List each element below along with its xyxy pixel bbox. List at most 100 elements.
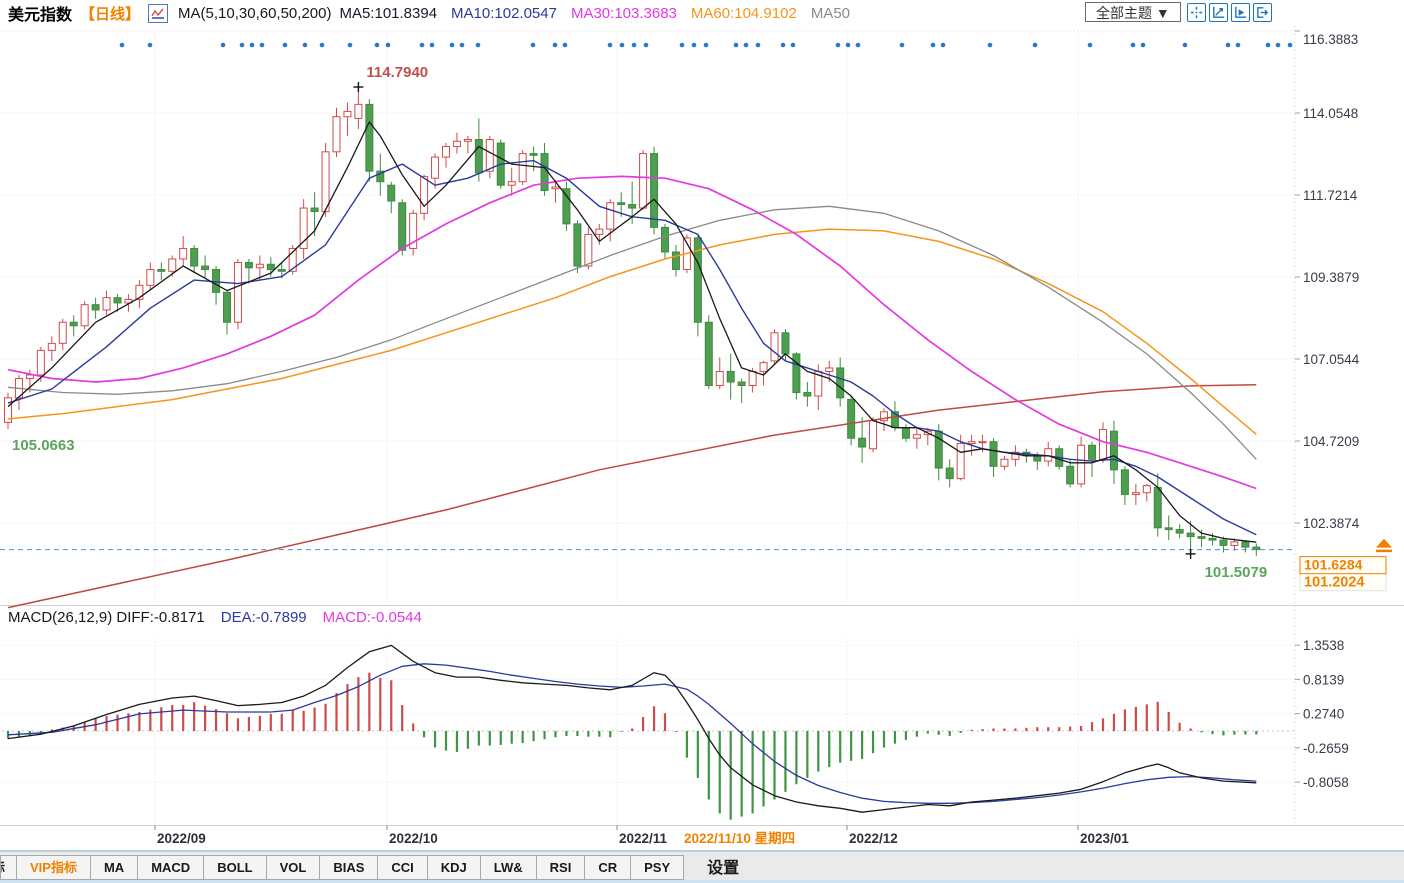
macd-axis-label: 0.2740: [1303, 707, 1344, 722]
macd-bar: [1036, 727, 1039, 731]
tab-boll[interactable]: BOLL: [204, 855, 267, 880]
macd-bar: [313, 707, 316, 731]
tab-macd[interactable]: MACD: [138, 855, 205, 880]
macd-bar: [247, 717, 250, 731]
candle-body: [901, 427, 910, 439]
signal-dot: [619, 42, 625, 48]
tab-cci[interactable]: CCI: [378, 855, 428, 880]
tab-bias[interactable]: BIAS: [320, 855, 379, 880]
tab-psy[interactable]: PSY: [631, 855, 685, 880]
macd-bar: [521, 731, 524, 744]
macd-bar: [6, 731, 10, 739]
macd-bar: [543, 731, 546, 740]
date-label: 2022/09: [157, 831, 206, 846]
macd-bar: [707, 731, 710, 800]
macd-bar: [138, 711, 141, 731]
signal-dot: [374, 42, 380, 48]
candle-body: [474, 139, 483, 174]
pan-crosshair-icon[interactable]: [1186, 2, 1206, 22]
candle-body: [36, 349, 45, 376]
signal-dot: [239, 42, 245, 48]
tab-vol[interactable]: VOL: [266, 855, 321, 880]
chart-play-icon[interactable]: [1230, 2, 1250, 22]
macd-bar: [1200, 731, 1203, 733]
tab-partial[interactable]: 标: [0, 855, 17, 880]
candle-body: [1120, 469, 1129, 495]
macd-bar: [346, 684, 349, 731]
signal-dot: [1265, 42, 1271, 48]
macd-bar: [839, 731, 842, 763]
macd-bar: [280, 713, 283, 731]
candle-body: [978, 441, 987, 444]
macd-value-label: MACD(26,12,9) DIFF:-0.8171: [8, 609, 205, 626]
macd-bar: [368, 672, 371, 731]
macd-bar: [1058, 727, 1061, 731]
candle-body: [825, 367, 834, 372]
candle-body: [1077, 444, 1086, 485]
signal-dot: [119, 42, 125, 48]
candle-body: [233, 262, 242, 323]
candle-body: [540, 153, 549, 191]
axis-zoom-icon[interactable]: [1208, 2, 1228, 22]
macd-bar: [444, 731, 448, 751]
tab-settings[interactable]: 设置: [707, 860, 740, 877]
price-up-arrow: [1376, 538, 1392, 548]
candle-body: [1219, 539, 1228, 546]
macd-bar: [1003, 728, 1006, 731]
candle-body: [792, 353, 801, 394]
macd-header: MACD(26,12,9) DIFF:-0.8171 DEA:-0.7899 MAC…: [8, 609, 422, 626]
macd-bar: [850, 731, 853, 761]
theme-select-button[interactable]: 全部主题 ▼: [1085, 2, 1181, 22]
macd-bar: [455, 731, 459, 752]
macd-bar: [620, 731, 623, 732]
candle-body: [25, 374, 34, 379]
period-tag[interactable]: 【日线】: [80, 5, 141, 23]
macd-bar: [663, 713, 667, 731]
chart-canvas[interactable]: 101.6284 101.2024 114.7940 105.0663 101.5079…: [0, 0, 1404, 852]
ma-line-ma60: [7, 228, 1257, 435]
macd-bar: [302, 710, 305, 731]
candle-body: [989, 441, 998, 467]
mini-chart-icon[interactable]: [148, 3, 169, 23]
macd-bar: [652, 706, 656, 731]
macd-bar: [696, 731, 699, 778]
candle-body: [376, 170, 385, 183]
tab-vip指标[interactable]: VIP指标: [17, 855, 91, 880]
macd-axis-label: 1.3538: [1303, 638, 1344, 653]
candle-body: [1230, 541, 1239, 546]
signal-dot: [1182, 42, 1188, 48]
candle-body: [113, 297, 122, 304]
macd-bar: [554, 731, 557, 738]
macd-bar: [412, 723, 415, 731]
signal-dot: [855, 42, 861, 48]
signal-dot: [475, 42, 481, 48]
candle-body: [157, 269, 166, 272]
macd-bar: [1178, 722, 1181, 731]
macd-bar: [1090, 722, 1094, 731]
candle-body: [1252, 546, 1261, 551]
signal-dot: [643, 42, 649, 48]
candle-body: [606, 202, 615, 230]
tab-ma[interactable]: MA: [90, 855, 139, 880]
macd-bar: [127, 713, 130, 731]
macd-bar: [992, 728, 995, 731]
candle-body: [102, 297, 111, 311]
candle-body: [704, 321, 713, 387]
macd-bar: [379, 677, 382, 731]
macd-bar: [871, 731, 875, 754]
indicator-tabbar: 标VIP指标MAMACDBOLLVOLBIASCCIKDJLW&RSICRPSY…: [0, 850, 1404, 883]
signal-dot: [1032, 42, 1038, 48]
tab-cr[interactable]: CR: [585, 855, 632, 880]
macd-bar: [160, 707, 163, 731]
candle-body: [409, 212, 418, 249]
candle-body: [858, 437, 867, 448]
ma-line-ma50: [7, 205, 1257, 460]
tab-kdj[interactable]: KDJ: [427, 855, 481, 880]
macd-bar: [499, 731, 502, 745]
pane-expand-icon[interactable]: [1252, 2, 1272, 22]
tab-lw&[interactable]: LW&: [480, 855, 537, 880]
tab-rsi[interactable]: RSI: [536, 855, 586, 880]
macd-bar: [1167, 711, 1170, 731]
candle-body: [759, 362, 768, 372]
